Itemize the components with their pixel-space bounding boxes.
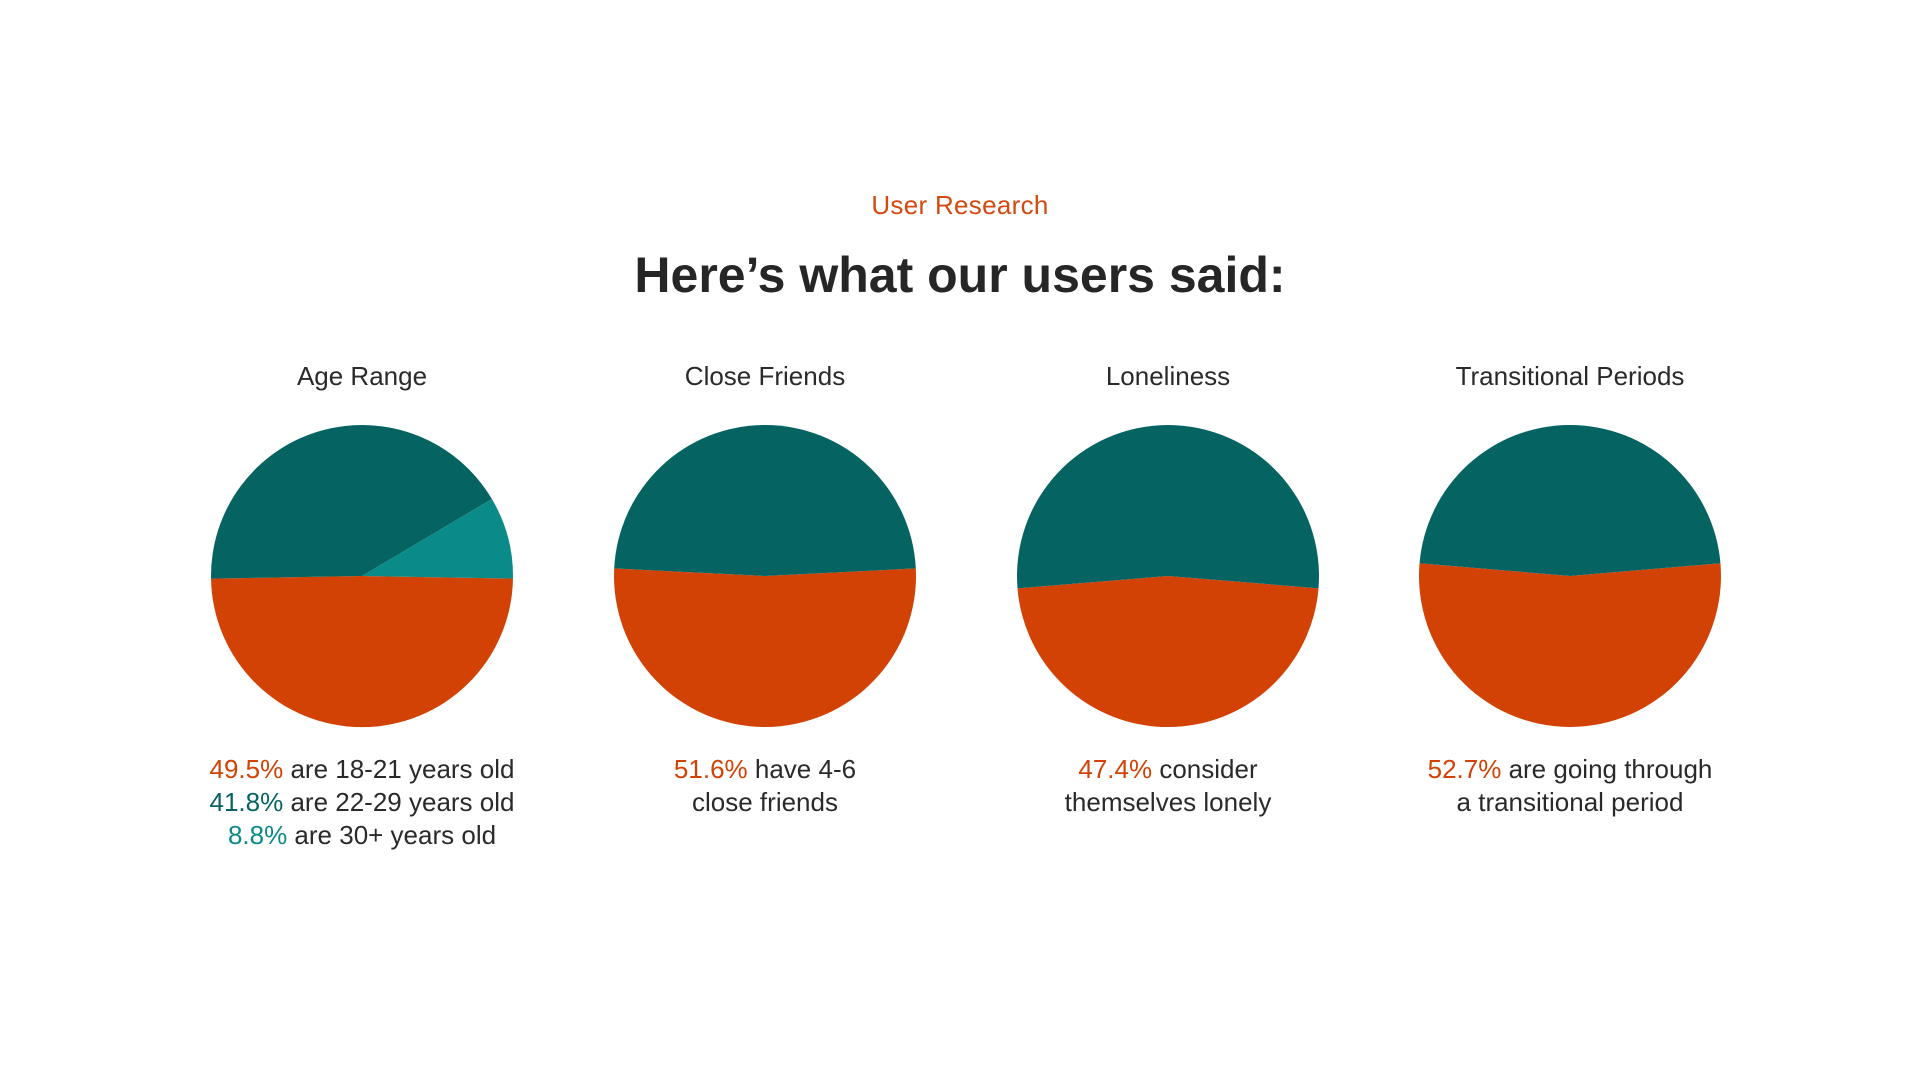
caption-text: have 4-6 <box>747 754 857 784</box>
chart-title: Loneliness <box>1105 361 1231 391</box>
caption-percentage: 52.7% <box>1427 754 1502 784</box>
pie-slice-3 <box>362 499 514 579</box>
caption-text: themselves lonely <box>1064 787 1272 817</box>
chart-title: Transitional Periods <box>1455 361 1685 391</box>
caption-percentage: 47.4% <box>1078 754 1153 784</box>
caption-text: are 22-29 years old <box>283 787 515 817</box>
pie <box>1419 424 1721 727</box>
pie <box>1017 425 1319 728</box>
caption-percentage: 49.5% <box>209 754 284 784</box>
pie-slice-2 <box>1017 425 1319 589</box>
caption-percentage: 8.8% <box>227 820 288 850</box>
caption-percentage: 51.6% <box>673 754 748 784</box>
caption-line: themselves lonely <box>958 786 1378 819</box>
chart-title: Age Range <box>296 361 428 391</box>
caption-line: close friends <box>555 786 975 819</box>
pie-slice-1 <box>1017 576 1319 728</box>
pie-slice-1 <box>1419 563 1721 727</box>
caption-text: close friends <box>692 787 838 817</box>
chart-caption: 49.5% are 18-21 years old 41.8% are 22-29… <box>152 753 572 852</box>
chart-caption: 47.4% consider themselves lonely <box>958 753 1378 819</box>
pie-slice-2 <box>210 424 492 579</box>
pie <box>613 424 916 727</box>
caption-line: 49.5% are 18-21 years old <box>152 753 572 786</box>
caption-text: a transitional period <box>1456 787 1684 817</box>
pie <box>210 424 514 728</box>
caption-line: 8.8% are 30+ years old <box>152 819 572 852</box>
eyebrow-label: User Research <box>871 190 1049 220</box>
pie-slice-1 <box>613 568 916 727</box>
caption-line: 52.7% are going through <box>1360 753 1780 786</box>
pie-chart-1: Age Range 49.5% are 18-21 years old 41.8% … <box>152 356 572 852</box>
chart-title: Close Friends <box>684 361 846 391</box>
pie-slice-2 <box>614 424 916 576</box>
pie-chart-3: Loneliness 47.4% consider themselves lonel… <box>958 356 1378 819</box>
caption-line: 41.8% are 22-29 years old <box>152 786 572 819</box>
caption-text: consider <box>1152 754 1258 784</box>
caption-percentage: 41.8% <box>209 787 284 817</box>
pie-chart-4: Transitional Periods 52.7% are going thro… <box>1360 356 1780 819</box>
caption-line: a transitional period <box>1360 786 1780 819</box>
caption-text: are going through <box>1501 754 1713 784</box>
caption-line: 51.6% have 4-6 <box>555 753 975 786</box>
chart-caption: 52.7% are going through a transitional pe… <box>1360 753 1780 819</box>
caption-line: 47.4% consider <box>958 753 1378 786</box>
pie-slice-1 <box>211 576 513 728</box>
page-title: Here’s what our users said: <box>634 247 1286 303</box>
caption-text: are 18-21 years old <box>283 754 515 784</box>
chart-caption: 51.6% have 4-6 close friends <box>555 753 975 819</box>
pie-chart-2: Close Friends 51.6% have 4-6 close friends <box>555 356 975 819</box>
pie-slice-2 <box>1419 424 1721 576</box>
caption-text: are 30+ years old <box>287 820 497 850</box>
